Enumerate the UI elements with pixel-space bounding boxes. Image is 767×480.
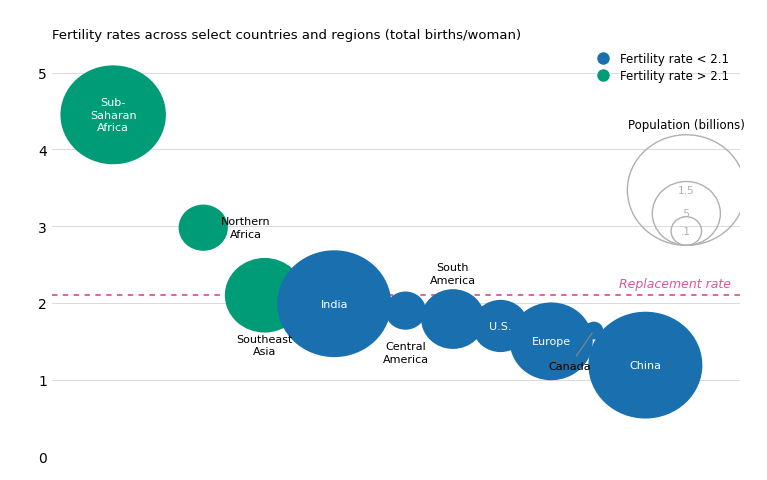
Legend: Fertility rate < 2.1, Fertility rate > 2.1: Fertility rate < 2.1, Fertility rate > 2… <box>587 48 734 88</box>
Circle shape <box>225 258 304 333</box>
Circle shape <box>588 312 703 419</box>
Circle shape <box>61 66 166 165</box>
Text: Population (billions): Population (billions) <box>628 119 745 132</box>
Circle shape <box>472 300 528 352</box>
Text: Replacement rate: Replacement rate <box>620 277 732 290</box>
Circle shape <box>584 322 604 340</box>
Text: Northern
Africa: Northern Africa <box>221 217 271 240</box>
Text: Southeast
Asia: Southeast Asia <box>236 334 293 356</box>
Text: Central
America: Central America <box>383 342 429 364</box>
Text: U.S.: U.S. <box>489 321 512 331</box>
Text: .1: .1 <box>681 227 691 237</box>
Text: .5: .5 <box>681 209 691 219</box>
Text: China: China <box>630 360 661 371</box>
Text: 1.5: 1.5 <box>678 186 695 196</box>
Circle shape <box>385 292 426 330</box>
Circle shape <box>510 303 593 381</box>
Text: Sub-
Saharan
Africa: Sub- Saharan Africa <box>90 98 137 133</box>
Text: Canada: Canada <box>548 333 592 372</box>
Text: India: India <box>321 299 348 309</box>
Circle shape <box>421 289 485 349</box>
Text: Europe: Europe <box>532 336 571 347</box>
Circle shape <box>179 205 228 251</box>
Text: South
America: South America <box>430 263 476 285</box>
Text: Fertility rates across select countries and regions (total births/woman): Fertility rates across select countries … <box>51 29 521 42</box>
Circle shape <box>278 251 391 358</box>
